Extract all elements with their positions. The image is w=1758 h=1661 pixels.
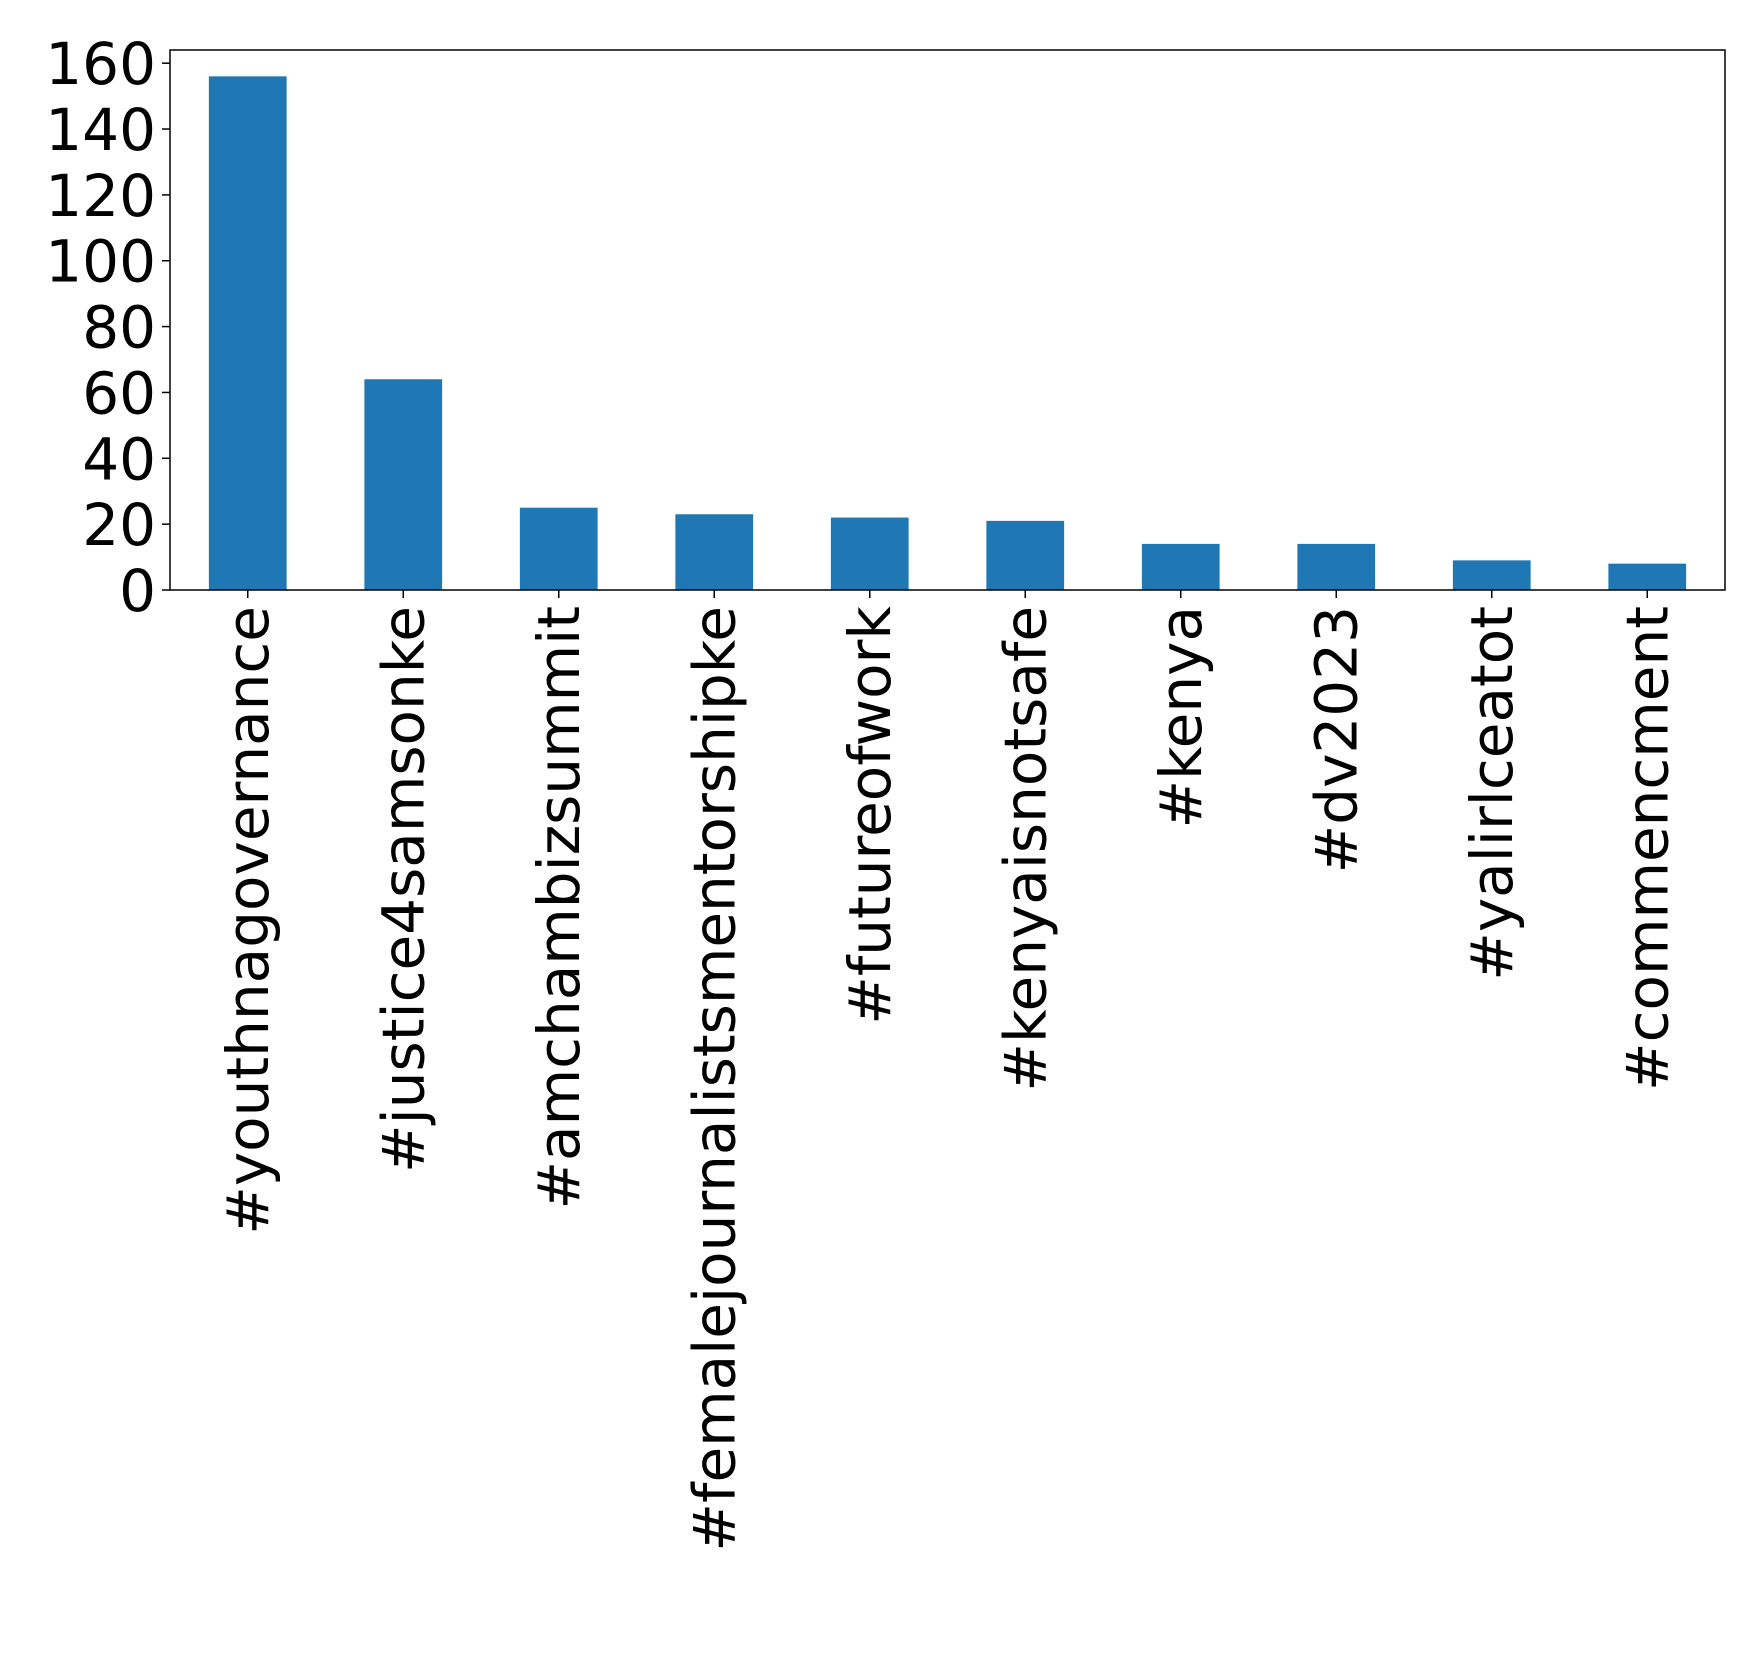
y-tick-label: 40 <box>82 425 156 493</box>
bar <box>1297 543 1376 590</box>
x-tick-label: #kenya <box>1147 606 1215 828</box>
bars-layer <box>208 76 1687 591</box>
x-tick-label: #youthnagovernance <box>214 606 282 1235</box>
bar <box>1452 560 1531 590</box>
x-tick-label: #kenyaisnotsafe <box>991 606 1059 1092</box>
y-tick-label: 60 <box>82 359 156 427</box>
bar <box>1608 563 1687 590</box>
x-tick-label: #femalejournalistsmentorshipke <box>680 606 748 1552</box>
y-tick-label: 20 <box>82 491 156 559</box>
y-tick-label: 120 <box>45 162 156 230</box>
x-axis: #youthnagovernance #justice4samsonke #amch… <box>214 590 1681 1552</box>
y-tick-label: 80 <box>82 294 156 362</box>
x-tick-label: #amchambizsummit <box>525 606 593 1210</box>
y-tick-label: 100 <box>45 228 156 296</box>
x-tick-label: #futureofwork <box>836 606 904 1025</box>
plot-area-frame <box>169 49 1726 591</box>
bar <box>986 520 1065 590</box>
y-tick-label: 0 <box>119 557 156 625</box>
bar <box>519 507 598 590</box>
x-tick-label: #commencment <box>1613 606 1681 1091</box>
x-tick-label: #justice4samsonke <box>369 606 437 1173</box>
x-tick-label: #yalirlceatot <box>1458 606 1526 981</box>
y-tick-label: 160 <box>45 30 156 98</box>
bar <box>1141 543 1220 590</box>
bar <box>830 517 909 590</box>
bar <box>675 514 754 590</box>
y-tick-label: 140 <box>45 96 156 164</box>
x-tick-label: #dv2023 <box>1302 606 1370 873</box>
bar <box>208 76 287 591</box>
bar <box>364 379 443 590</box>
